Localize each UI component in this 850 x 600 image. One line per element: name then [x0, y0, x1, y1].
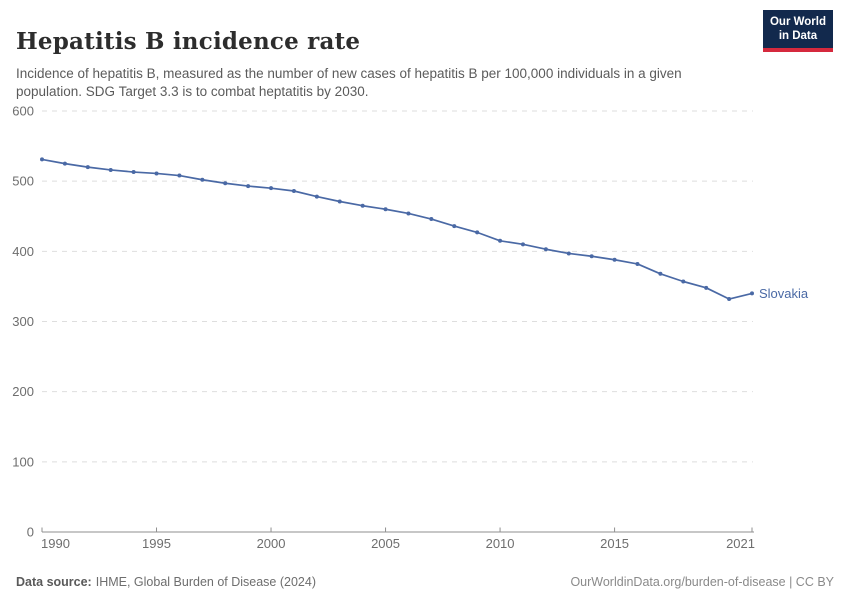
chart-footer: Data source: IHME, Global Burden of Disea…	[16, 575, 834, 589]
owid-logo-line1: Our World	[769, 16, 826, 28]
data-point-2018[interactable]	[681, 279, 686, 284]
data-point-2021[interactable]	[750, 291, 754, 296]
data-point-2015[interactable]	[612, 257, 617, 262]
data-point-2001[interactable]	[291, 188, 296, 193]
data-point-2009[interactable]	[475, 230, 480, 235]
x-tick-label-2010: 2010	[486, 536, 515, 551]
data-point-2011[interactable]	[520, 242, 525, 247]
data-point-2016[interactable]	[635, 261, 640, 266]
data-point-2000[interactable]	[269, 186, 274, 191]
y-tick-label-400: 400	[12, 244, 34, 259]
chart-svg[interactable]: 0 100 200 300 400 500 600 1990 1995 2000 2005 2010 2…	[0, 100, 850, 560]
data-point-1990[interactable]	[40, 157, 44, 162]
page-title: Hepatitis B incidence rate	[16, 28, 361, 56]
data-source-label: Data source:	[16, 575, 92, 589]
series-line-slovakia[interactable]	[41, 158, 753, 300]
data-point-2019[interactable]	[704, 285, 709, 290]
data-point-1993[interactable]	[108, 167, 113, 172]
data-point-1999[interactable]	[246, 184, 251, 189]
y-tick-label-100: 100	[12, 454, 34, 469]
data-point-1995[interactable]	[154, 171, 159, 176]
data-point-2017[interactable]	[658, 271, 663, 276]
x-tick-label-2000: 2000	[257, 536, 286, 551]
x-tick-label-1990: 1990	[41, 536, 70, 551]
data-point-2014[interactable]	[589, 254, 594, 259]
y-tick-label-300: 300	[12, 314, 34, 329]
data-point-2003[interactable]	[337, 199, 342, 204]
y-tick-label-500: 500	[12, 174, 34, 189]
data-point-2006[interactable]	[406, 211, 411, 216]
data-point-2012[interactable]	[543, 247, 548, 252]
y-tick-label-200: 200	[12, 384, 34, 399]
y-tick-label-600: 600	[12, 104, 34, 119]
data-point-2005[interactable]	[383, 207, 388, 212]
data-point-1991[interactable]	[62, 161, 67, 166]
credit-link[interactable]: OurWorldinData.org/burden-of-disease | C…	[570, 575, 834, 589]
data-point-2008[interactable]	[452, 224, 457, 229]
owid-logo-line2: in Data	[778, 30, 818, 43]
x-tick-label-2021: 2021	[726, 536, 755, 551]
data-point-1996[interactable]	[177, 173, 182, 178]
data-point-2007[interactable]	[429, 217, 434, 222]
data-point-2010[interactable]	[498, 238, 503, 243]
data-point-2020[interactable]	[727, 297, 732, 302]
x-tick-label-1995: 1995	[142, 536, 171, 551]
x-tick-label-2005: 2005	[371, 536, 400, 551]
chart-subtitle: Incidence of hepatitis B, measured as th…	[16, 65, 682, 99]
owid-logo[interactable]: Our World in Data	[762, 10, 833, 52]
series-label[interactable]: Slovakia	[759, 286, 809, 301]
data-point-1998[interactable]	[223, 181, 228, 186]
data-point-2013[interactable]	[566, 251, 571, 256]
data-source: Data source: IHME, Global Burden of Disea…	[16, 575, 316, 589]
x-tick-label-2015: 2015	[600, 536, 629, 551]
data-point-2004[interactable]	[360, 203, 365, 208]
y-tick-label-0: 0	[27, 525, 34, 540]
data-point-1994[interactable]	[131, 170, 136, 175]
data-point-2002[interactable]	[314, 194, 319, 199]
data-point-1992[interactable]	[85, 165, 90, 170]
data-point-1997[interactable]	[200, 177, 205, 182]
data-source-value: IHME, Global Burden of Disease (2024)	[95, 575, 316, 589]
